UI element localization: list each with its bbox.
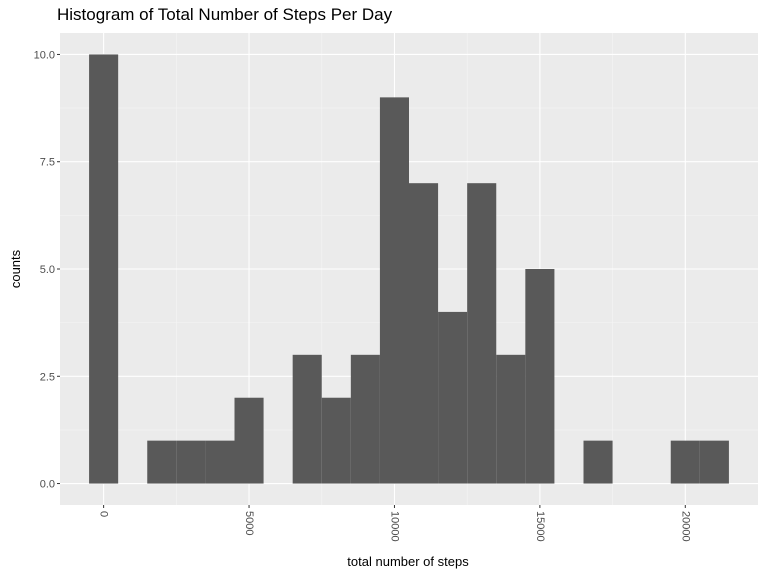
y-tick-label: 10.0 — [34, 49, 55, 61]
x-tick-label: 15000 — [534, 511, 546, 542]
x-tick-label: 0 — [98, 511, 110, 517]
histogram-bar — [409, 183, 439, 484]
y-axis-title: counts — [8, 249, 23, 288]
histogram-bar — [438, 311, 468, 484]
histogram-bar — [292, 354, 322, 484]
x-axis-ticks: 0 5000 10000 15000 20000 — [98, 505, 691, 542]
histogram-bar — [525, 269, 555, 484]
histogram-bar — [89, 54, 119, 484]
histogram-bar — [699, 440, 729, 484]
x-tick-label: 10000 — [389, 511, 401, 542]
histogram-bar — [147, 440, 177, 484]
y-axis-ticks: 0.0 2.5 5.0 7.5 10.0 — [34, 49, 60, 491]
histogram-bar — [350, 354, 380, 484]
x-tick-label: 5000 — [243, 511, 255, 535]
y-tick-label: 5.0 — [40, 264, 55, 276]
histogram-bar — [234, 397, 264, 484]
histogram-bar — [205, 440, 235, 484]
y-tick-label: 7.5 — [40, 157, 55, 169]
histogram-bar — [670, 440, 700, 484]
x-axis-title: total number of steps — [347, 554, 469, 569]
histogram-bar — [496, 354, 526, 484]
histogram-bars — [89, 54, 729, 484]
histogram-bar — [467, 183, 497, 484]
y-tick-label: 2.5 — [40, 371, 55, 383]
histogram-bar — [583, 440, 613, 484]
chart-title: Histogram of Total Number of Steps Per D… — [57, 5, 393, 24]
y-tick-label: 0.0 — [40, 479, 55, 491]
x-tick-label: 20000 — [679, 511, 691, 542]
histogram-bar — [379, 97, 409, 484]
histogram-bar — [321, 397, 351, 484]
histogram-bar — [176, 440, 206, 484]
